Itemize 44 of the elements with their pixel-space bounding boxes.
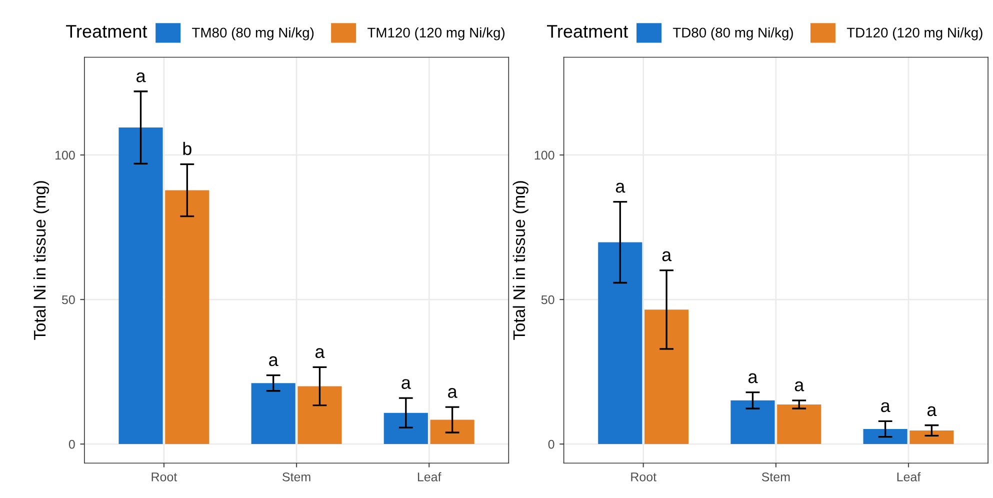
legend-title: Treatment — [546, 25, 628, 38]
x-tick-label: Root — [152, 472, 178, 482]
bar — [251, 383, 296, 444]
bar — [430, 420, 474, 444]
y-tick-label: 0 — [548, 440, 554, 449]
legend-label: TD120 (120 mg Ni/kg) — [846, 27, 982, 40]
x-tick-label: Stem — [282, 472, 310, 482]
annotation: a — [927, 406, 937, 416]
bar — [777, 404, 822, 444]
annotation: a — [448, 388, 458, 398]
annotation: a — [881, 402, 890, 412]
bar — [910, 430, 954, 444]
legend-label: TM80 (80 mg Ni/kg) — [192, 27, 314, 40]
bar — [730, 400, 775, 444]
legend-label: TD80 (80 mg Ni/kg) — [672, 27, 793, 40]
annotation: b — [183, 142, 192, 156]
y-axis-title: Total Ni in tissue (mg) — [512, 181, 528, 340]
annotation: a — [662, 251, 672, 262]
bar — [863, 429, 908, 444]
annotation: a — [269, 356, 278, 366]
y-tick-label: 100 — [534, 150, 554, 160]
legend-label: TM120 (120 mg Ni/kg) — [367, 27, 504, 40]
bar — [598, 242, 642, 444]
legend-title: Treatment — [66, 25, 148, 38]
x-tick-label: Leaf — [897, 472, 921, 482]
annotation: a — [616, 182, 626, 193]
annotation: a — [794, 381, 804, 392]
bar — [384, 412, 428, 444]
y-tick-label: 0 — [68, 440, 75, 449]
annotation: a — [136, 72, 146, 82]
x-tick-label: Leaf — [418, 472, 442, 482]
bar — [298, 386, 342, 444]
y-tick-label: 50 — [62, 295, 75, 304]
y-tick-label: 100 — [55, 150, 75, 160]
y-axis-title: Total Ni in tissue (mg) — [33, 181, 49, 340]
bar — [644, 310, 689, 444]
bar — [118, 128, 163, 444]
annotation: a — [315, 348, 325, 358]
y-tick-label: 50 — [541, 295, 554, 304]
annotation: a — [402, 379, 411, 389]
bar — [165, 190, 210, 444]
annotation: a — [748, 373, 758, 384]
x-tick-label: Stem — [762, 472, 790, 482]
x-tick-label: Root — [631, 472, 656, 482]
